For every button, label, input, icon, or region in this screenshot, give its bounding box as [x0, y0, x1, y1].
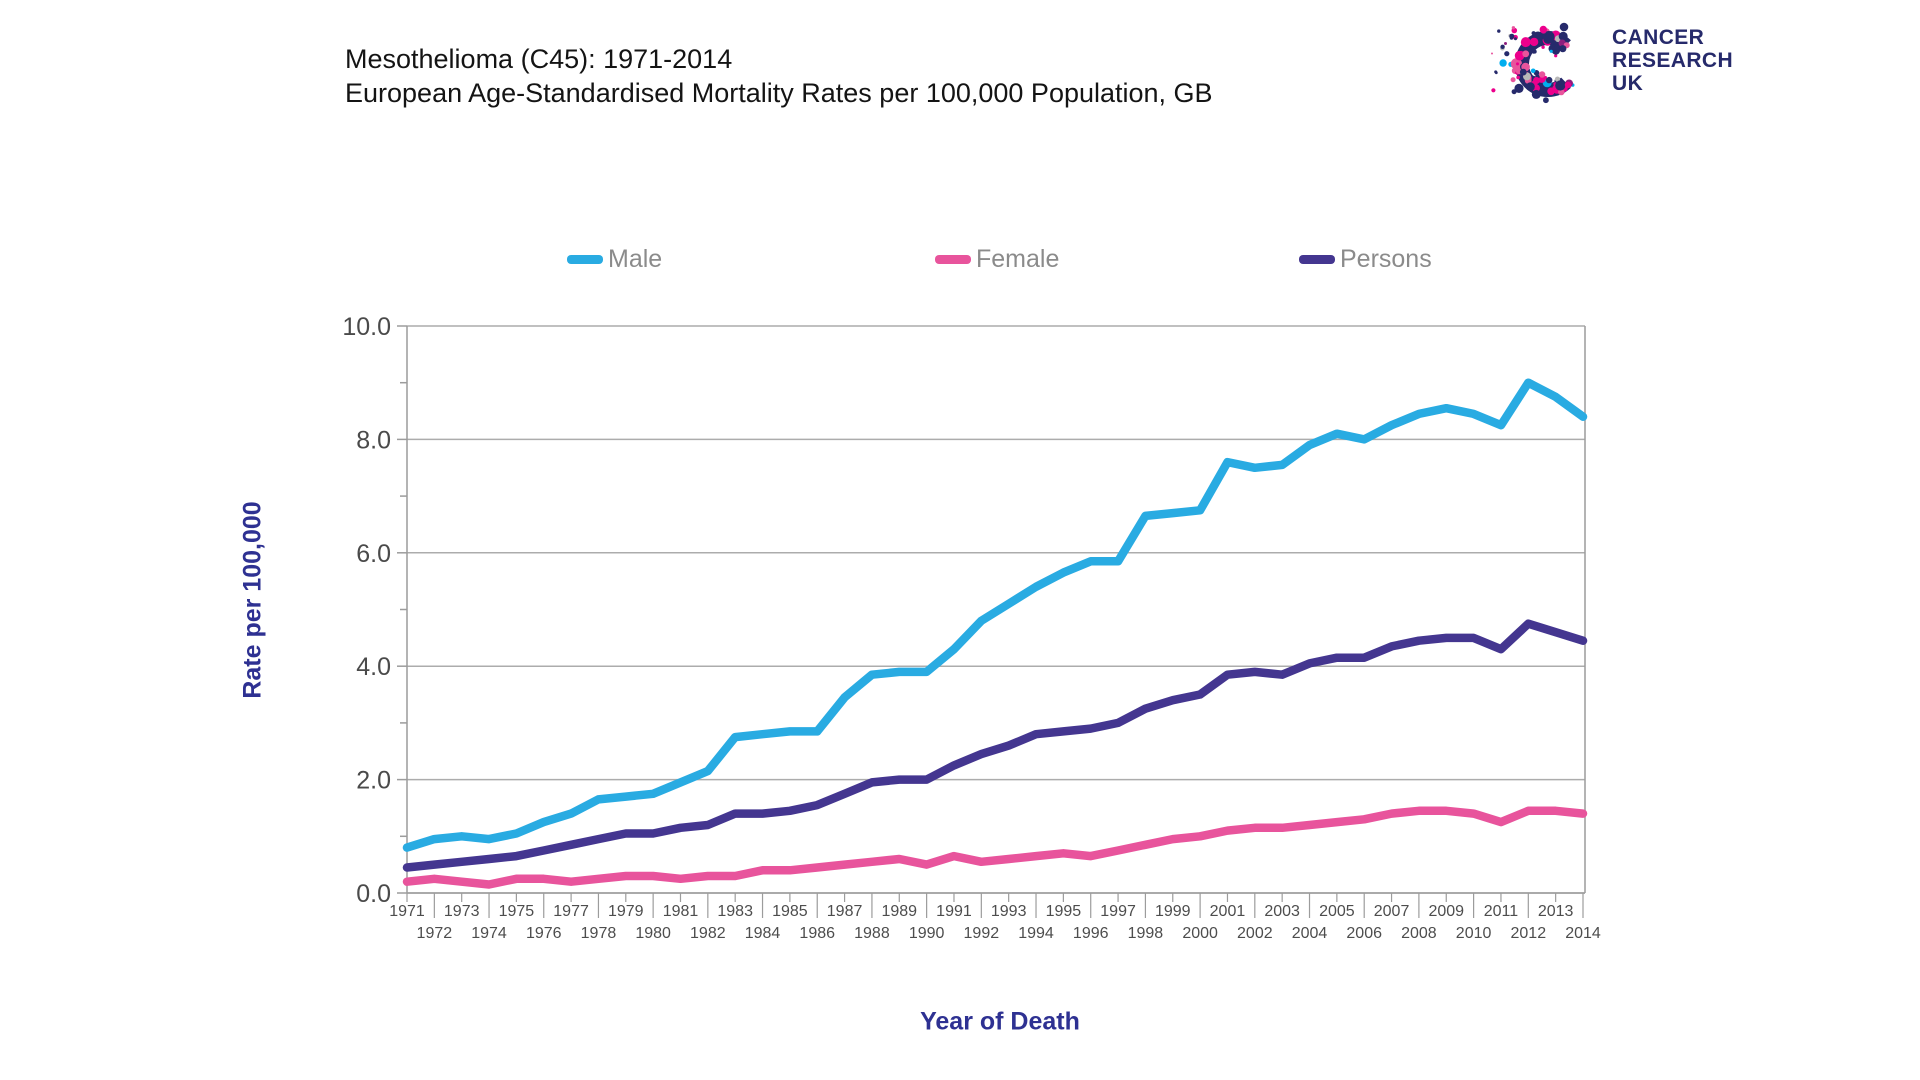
legend-label-female: Female: [976, 244, 1060, 273]
x-tick-label: 1977: [553, 903, 589, 920]
x-tick-label: 2010: [1456, 925, 1492, 942]
x-tick-label: 1997: [1100, 903, 1136, 920]
x-tick-label: 1973: [444, 903, 480, 920]
x-tick-label: 2008: [1401, 925, 1437, 942]
legend-label-male: Male: [608, 244, 663, 273]
x-tick-label: 1990: [909, 925, 945, 942]
x-tick-label: 1984: [745, 925, 781, 942]
cruk-logo-line3: UK: [1612, 72, 1644, 95]
persons-series-swatch: [1299, 254, 1335, 264]
legend-item-persons: Persons: [1299, 244, 1432, 274]
y-tick-label: 6.0: [356, 540, 391, 568]
y-tick-label: 0.0: [356, 880, 391, 908]
x-tick-label: 1982: [690, 925, 726, 942]
y-axis-ticks-labels: 0.0 2.0 4.0 6.0 8.0 10.0: [342, 313, 407, 908]
male-series-line: [402, 378, 1588, 852]
x-axis-ticks-labels: 1971 1972 1973 1974 1975 1976 1977 1978 1979 1980…: [389, 893, 1601, 942]
x-tick-label: 1986: [799, 925, 835, 942]
chart-subtitle: European Age-Standardised Mortality Rate…: [345, 78, 1213, 108]
x-tick-label: 2001: [1210, 903, 1246, 920]
cruk-logo-line1: CANCER: [1612, 26, 1705, 49]
x-tick-label: 1981: [663, 903, 699, 920]
cruk-logo-line2: RESEARCH: [1612, 49, 1734, 72]
x-tick-label: 1978: [581, 925, 617, 942]
x-tick-label: 1993: [991, 903, 1027, 920]
x-tick-label: 1991: [936, 903, 972, 920]
x-tick-label: 1979: [608, 903, 644, 920]
x-axis-title: Year of Death: [920, 1007, 1080, 1036]
x-tick-label: 2000: [1182, 925, 1218, 942]
x-tick-label: 1992: [964, 925, 1000, 942]
female-series-line: [402, 806, 1588, 889]
x-tick-label: 2011: [1484, 903, 1519, 920]
x-tick-label: 1989: [881, 903, 917, 920]
x-tick-label: 1980: [635, 925, 671, 942]
y-tick-label: 4.0: [356, 653, 391, 681]
x-tick-label: 2004: [1292, 925, 1328, 942]
y-tick-label: 8.0: [356, 426, 391, 454]
x-tick-label: 1975: [499, 903, 535, 920]
x-tick-label: 1996: [1073, 925, 1109, 942]
male-series-swatch: [567, 254, 603, 264]
x-tick-label: 2013: [1538, 903, 1574, 920]
x-tick-label: 2007: [1374, 903, 1410, 920]
cruk-logo: CANCER RESEARCH UK: [1488, 10, 1733, 118]
y-axis-title: Rate per 100,000: [238, 501, 267, 699]
x-tick-label: 2009: [1428, 903, 1464, 920]
x-tick-label: 1972: [417, 925, 453, 942]
persons-series-line: [402, 619, 1588, 872]
x-tick-label: 2012: [1511, 925, 1547, 942]
x-tick-label: 2006: [1346, 925, 1382, 942]
x-tick-label: 2005: [1319, 903, 1355, 920]
x-tick-label: 1998: [1128, 925, 1164, 942]
x-tick-label: 2002: [1237, 925, 1273, 942]
x-tick-label: 1987: [827, 903, 863, 920]
x-tick-label: 1995: [1046, 903, 1082, 920]
x-tick-label: 2003: [1264, 903, 1300, 920]
legend-label-persons: Persons: [1340, 244, 1432, 273]
x-tick-label: 1983: [717, 903, 753, 920]
x-tick-label: 1971: [389, 903, 425, 920]
y-tick-label: 2.0: [356, 767, 391, 795]
cruk-logo-dot-c-icon: [1491, 22, 1575, 104]
x-tick-label: 1985: [772, 903, 808, 920]
chart-title: Mesothelioma (C45): 1971-2014: [345, 44, 733, 74]
female-series-swatch: [935, 254, 971, 264]
x-tick-label: 1974: [471, 925, 507, 942]
x-tick-label: 1994: [1018, 925, 1054, 942]
x-tick-label: 1976: [526, 925, 562, 942]
title-block: Mesothelioma (C45): 1971-2014 European A…: [345, 42, 1213, 110]
legend-item-male: Male: [567, 244, 662, 274]
legend-item-female: Female: [935, 244, 1059, 274]
x-tick-label: 1988: [854, 925, 890, 942]
cruk-logo-text: CANCER RESEARCH UK: [1612, 26, 1733, 95]
x-tick-label: 2014: [1565, 925, 1601, 942]
y-tick-label: 10.0: [342, 313, 391, 341]
x-tick-label: 1999: [1155, 903, 1191, 920]
